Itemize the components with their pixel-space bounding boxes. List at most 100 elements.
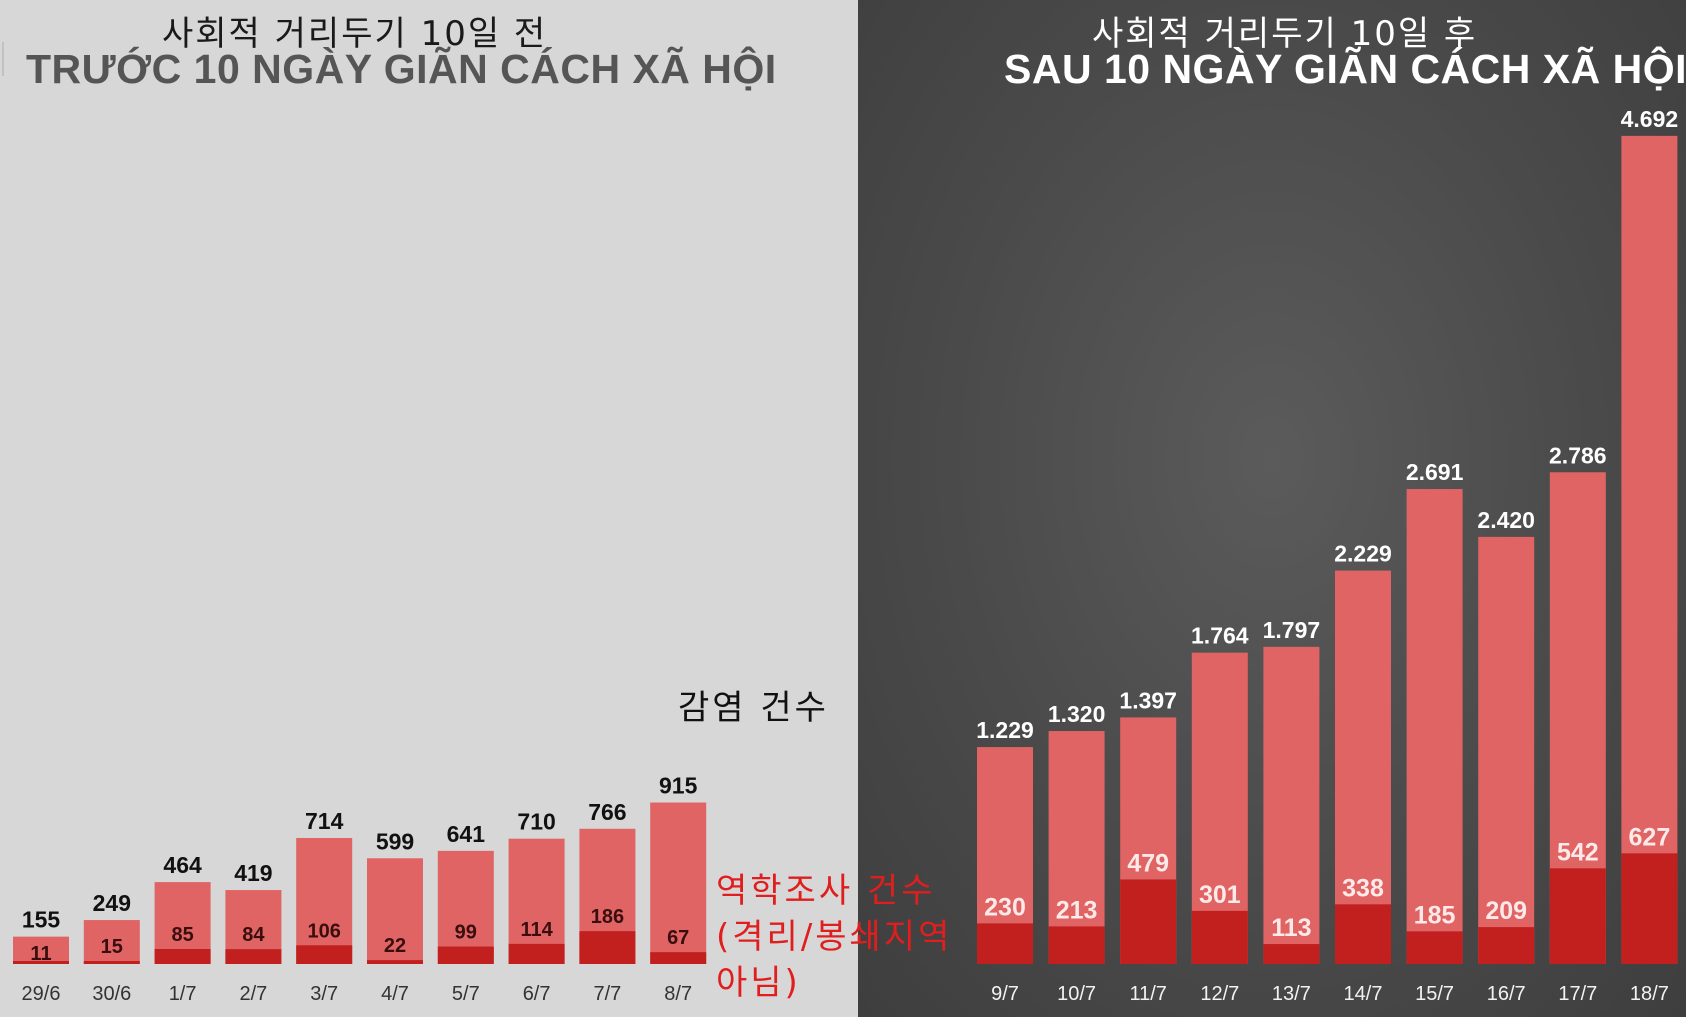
x-tick-label: 5/7	[452, 983, 480, 1005]
epi-value-label: 15	[101, 936, 123, 958]
bar-epi	[437, 946, 494, 964]
epi-value-label: 113	[1271, 914, 1311, 942]
bar-epi	[508, 943, 565, 964]
before-title-korean: 사회적 거리두기 10일 전	[162, 14, 548, 54]
bar-total	[1478, 536, 1535, 964]
total-value-label: 2.786	[1549, 442, 1607, 468]
x-tick-label: 4/7	[381, 983, 409, 1005]
bar-epi	[1478, 927, 1535, 964]
x-tick-label: 1/7	[169, 983, 197, 1005]
total-value-label: 714	[305, 808, 344, 834]
x-tick-label: 16/7	[1487, 983, 1526, 1005]
after-bar-chart: 1.229 230 9/7 1.320 213 10/7 1.397 479 11/7 1.764…	[976, 106, 1678, 1005]
x-tick-label: 14/7	[1344, 983, 1383, 1005]
after-title-korean: 사회적 거리두기 10일 후	[1092, 14, 1478, 54]
bar-epi	[1406, 931, 1463, 964]
total-value-label: 419	[234, 860, 272, 886]
bar-total	[296, 837, 353, 964]
bar-epi	[1120, 879, 1177, 964]
bar-epi	[154, 948, 211, 964]
total-value-label: 1.397	[1119, 687, 1177, 713]
total-value-label: 766	[588, 799, 626, 825]
total-value-label: 1.797	[1263, 617, 1321, 643]
x-tick-label: 8/7	[664, 983, 692, 1005]
bar-epi	[83, 961, 140, 964]
total-value-label: 2.229	[1334, 541, 1392, 567]
epi-value-label: 479	[1127, 849, 1169, 877]
epi-value-label: 230	[984, 893, 1026, 921]
bar-epi	[977, 923, 1033, 964]
epi-value-label: 84	[242, 924, 265, 946]
bar-epi	[1549, 868, 1606, 964]
x-tick-label: 7/7	[593, 983, 621, 1005]
epi-value-label: 99	[455, 922, 477, 944]
bar-epi	[1048, 926, 1105, 964]
total-value-label: 915	[659, 773, 698, 799]
epi-value-label: 186	[591, 906, 624, 928]
total-value-label: 2.691	[1406, 459, 1464, 485]
bar-epi	[13, 961, 69, 964]
bar-total	[13, 936, 69, 964]
before-bar-chart: 155 11 29/6 249 15 30/6 464 85 1/7 419 84 2/7 714 106…	[13, 773, 707, 1005]
bar-total	[437, 850, 494, 964]
after-title-vietnamese: SAU 10 NGÀY GIÃN CÁCH XÃ HỘI	[1004, 46, 1686, 92]
total-value-label: 155	[22, 907, 61, 933]
total-value-label: 1.320	[1048, 701, 1106, 727]
x-tick-label: 11/7	[1129, 983, 1166, 1005]
watermark-mark	[2, 42, 12, 76]
bar-total	[1406, 489, 1463, 964]
epi-value-label: 542	[1557, 838, 1599, 866]
x-tick-label: 30/6	[92, 983, 131, 1005]
total-value-label: 710	[517, 809, 555, 835]
x-tick-label: 9/7	[991, 983, 1019, 1005]
x-tick-label: 2/7	[239, 983, 267, 1005]
infection-count-annotation: 감염 건수	[678, 688, 829, 728]
total-value-label: 2.420	[1477, 507, 1535, 533]
bar-total	[1621, 135, 1678, 964]
epi-value-label: 209	[1485, 897, 1527, 925]
bar-epi	[225, 949, 282, 964]
bar-total	[1335, 570, 1391, 964]
x-tick-label: 18/7	[1630, 983, 1669, 1005]
total-value-label: 249	[93, 890, 131, 916]
epi-value-label: 106	[308, 920, 341, 942]
after-panel: 사회적 거리두기 10일 후 SAU 10 NGÀY GIÃN CÁCH XÃ …	[858, 0, 1686, 1017]
bar-epi	[1621, 853, 1678, 964]
epi-value-label: 627	[1629, 823, 1671, 851]
bar-epi	[1335, 904, 1391, 964]
x-tick-label: 17/7	[1558, 983, 1597, 1005]
epi-value-label: 85	[171, 924, 193, 946]
epi-value-label: 114	[520, 919, 553, 941]
epi-value-label: 67	[667, 927, 689, 949]
bar-total	[367, 858, 423, 964]
bar-total	[1048, 731, 1105, 964]
total-value-label: 599	[376, 828, 414, 854]
bar-epi	[650, 952, 707, 964]
bar-total	[1263, 646, 1320, 964]
bar-epi	[367, 960, 423, 964]
epi-value-label: 301	[1199, 881, 1241, 909]
x-tick-label: 6/7	[523, 983, 551, 1005]
epi-value-label: 338	[1342, 874, 1384, 902]
epi-investigation-annotation: 역학조사 건수 (격리/봉쇄지역 아님)	[716, 871, 953, 1003]
total-value-label: 1.229	[976, 717, 1034, 743]
bar-epi	[579, 931, 636, 964]
total-value-label: 641	[447, 821, 486, 847]
bar-epi	[1263, 944, 1320, 964]
before-panel: 사회적 거리두기 10일 전 TRƯỚC 10 NGÀY GIÃN CÁCH X…	[0, 0, 858, 1017]
epi-value-label: 22	[384, 935, 406, 957]
x-tick-label: 3/7	[310, 983, 338, 1005]
bar-total	[508, 838, 565, 964]
x-tick-label: 12/7	[1200, 983, 1239, 1005]
before-title-vietnamese: TRƯỚC 10 NGÀY GIÃN CÁCH XÃ HỘI	[26, 46, 777, 92]
epi-value-label: 11	[30, 943, 51, 965]
x-tick-label: 13/7	[1272, 983, 1311, 1005]
total-value-label: 464	[163, 852, 202, 878]
bar-epi	[1191, 910, 1248, 964]
bar-total	[650, 802, 707, 964]
x-tick-label: 29/6	[22, 983, 61, 1005]
x-tick-label: 15/7	[1415, 983, 1454, 1005]
epi-value-label: 185	[1414, 901, 1456, 929]
bar-epi	[296, 945, 353, 964]
bar-total	[83, 920, 140, 964]
